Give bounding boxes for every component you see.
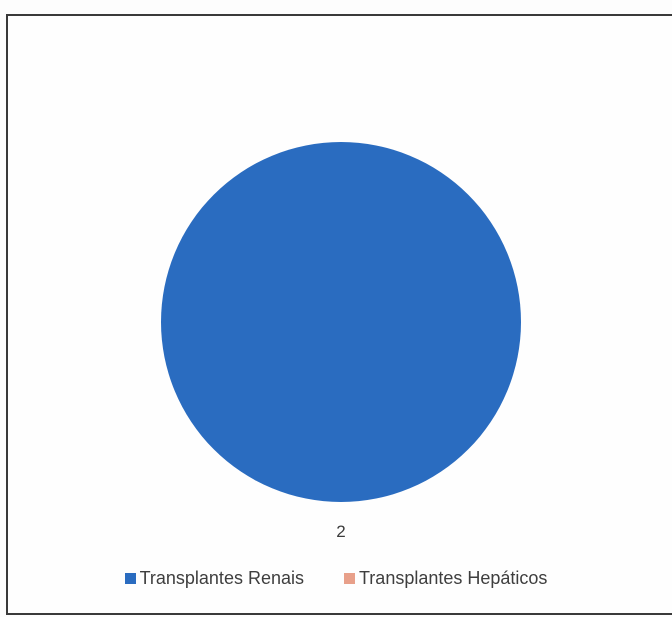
- data-label-renais: 2: [336, 522, 345, 541]
- legend-label-renais: Transplantes Renais: [139, 568, 304, 588]
- legend-item-renais: Transplantes Renais: [124, 568, 304, 589]
- legend-label-hepaticos: Transplantes Hepáticos: [358, 568, 548, 588]
- chart-legend: Transplantes Renais Transplantes Hepátic…: [0, 568, 672, 589]
- legend-item-hepaticos: Transplantes Hepáticos: [343, 568, 548, 589]
- legend-swatch-hepaticos: [343, 573, 355, 584]
- legend-swatch-renais: [124, 573, 136, 584]
- pie-slice-renais: [161, 142, 521, 502]
